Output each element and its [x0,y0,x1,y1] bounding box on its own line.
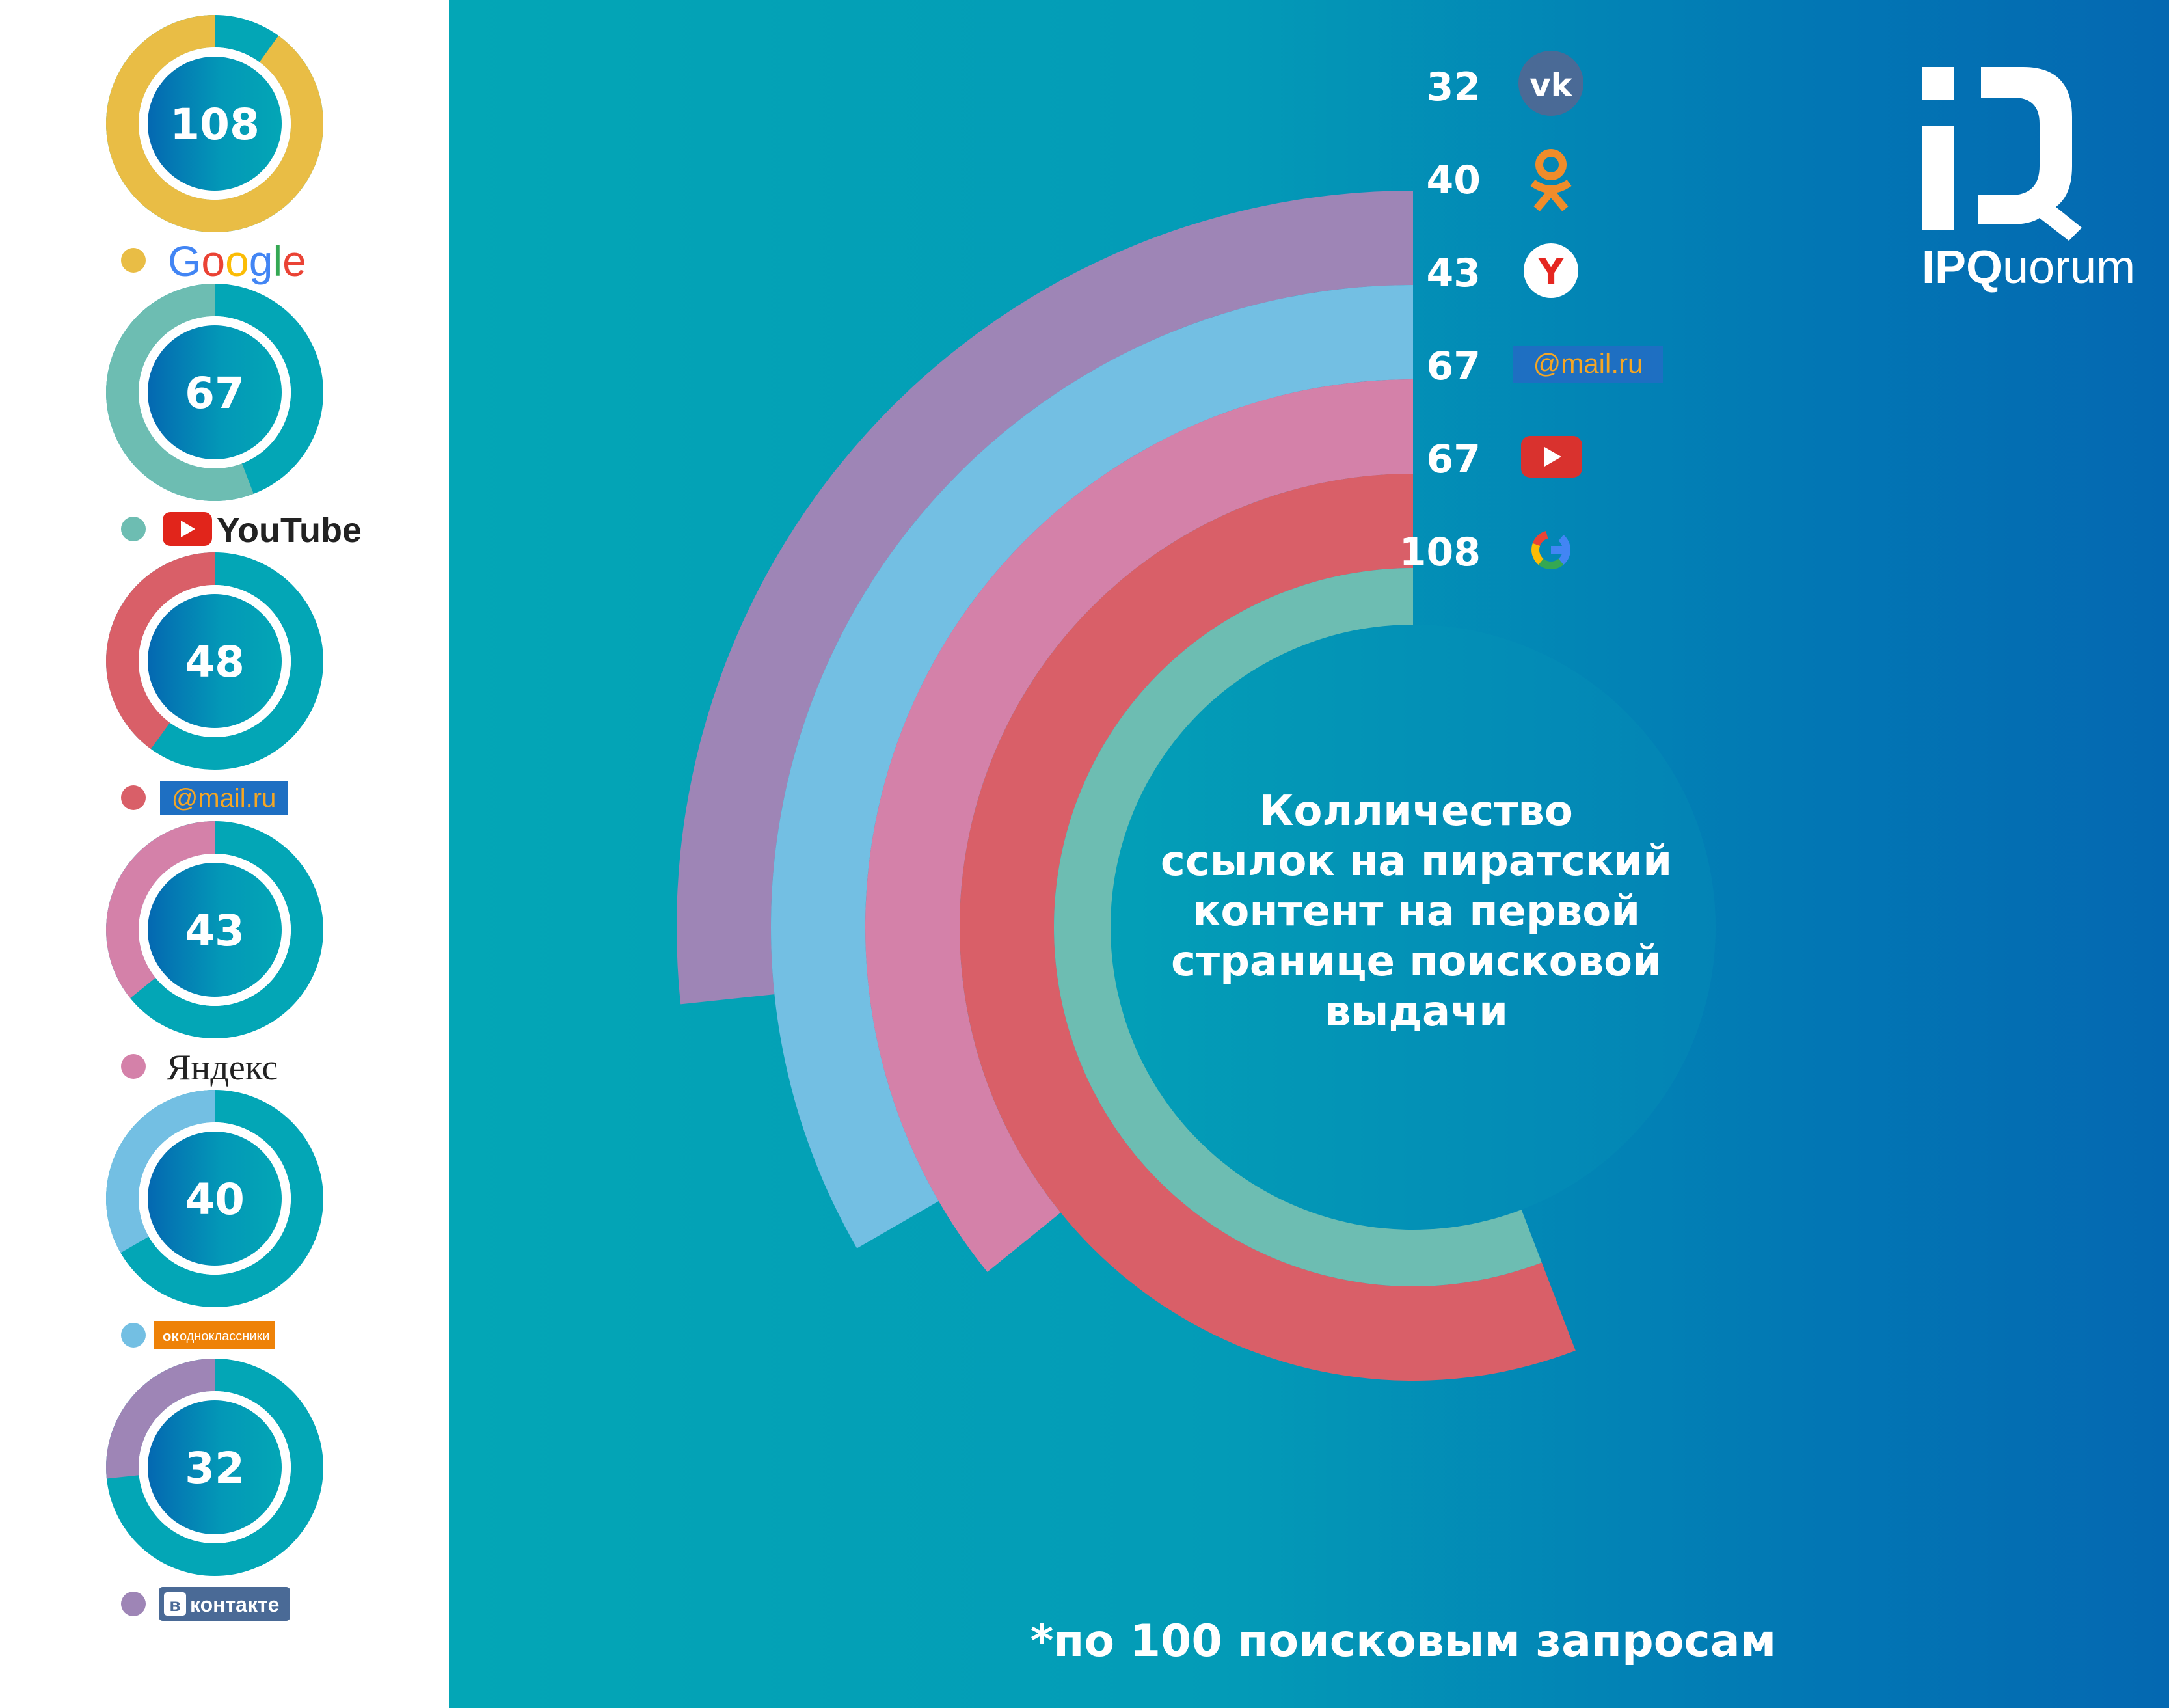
youtube-icon [1521,436,1582,478]
svg-text:Google: Google [168,237,306,285]
donut-center [148,863,282,997]
svg-text:контакте: контакте [190,1593,279,1616]
chart-center-disc [1111,625,1716,1230]
logo-bar [1922,126,1954,230]
donut-odnoklassniki: 40 ок одноклассники [106,1090,323,1349]
logo-wordmark-bold: IPQ [1922,241,2002,293]
value-label: 32 [1427,64,1481,110]
donut-value: 32 [185,1443,245,1493]
radial-bar-ok [771,285,1413,1249]
legend-swatch [121,1054,146,1079]
donut-value: 40 [185,1174,245,1225]
donut-center [148,594,282,728]
svg-text:@mail.ru: @mail.ru [1533,348,1643,379]
donut-yandex: 43 Яндекс [106,821,323,1088]
value-labels: 32 vk 40 43 Y 67 @mail.ru 67 108 [1399,51,1663,575]
donut-vkontakte: 32 в контакте [105,1359,323,1621]
svg-text:одноклассники: одноклассники [180,1329,269,1344]
sidebar-legend: 108 Google 67 YouTube 48 @mail.ru 43 Яндекс 40 ок… [0,0,449,1708]
donut-value: 48 [185,637,245,687]
donut-segment [106,15,324,232]
google-icon [1531,531,1570,569]
chart-title-line-4: странице поисковой [1171,938,1662,986]
donut-value: 67 [185,368,245,418]
yandex-icon: Y [1524,243,1578,298]
legend-swatch [121,248,146,273]
radial-bar-yandex [865,379,1413,1272]
value-label: 67 [1427,344,1481,389]
donut-center [148,1132,282,1266]
donut-segment [106,284,254,501]
sidebar-donuts: 108 Google 67 YouTube 48 @mail.ru 43 Яндекс 40 ок… [105,15,362,1621]
svg-text:ок: ок [163,1328,179,1344]
radial-bar-chart: IPQuorum Колличество ссылок на пиратский… [677,51,2135,1667]
chart-title-line-3: контент на первой [1192,888,1640,936]
yandex-logo: Яндекс [167,1048,278,1088]
value-label: 108 [1399,530,1481,575]
donut-segment [106,821,215,999]
donut-center [148,325,282,459]
donut-segment [106,1090,215,1253]
value-label: 40 [1427,157,1481,203]
logo-q-shape [1978,67,2082,241]
donut-segment [105,1359,215,1479]
youtube-logo: YouTube [163,511,362,550]
ipquorum-logo: IPQuorum [1922,67,2135,293]
svg-text:vk: vk [1529,66,1574,104]
radial-bar-mailru [959,474,1576,1381]
mailru-logo: @mail.ru [160,781,288,815]
legend-swatch [121,1323,146,1348]
value-label: 67 [1427,437,1481,482]
donut-value: 108 [170,100,260,150]
radial-bar-vk [677,191,1413,1005]
svg-text:в: в [169,1595,180,1615]
donut-mail: 48 @mail.ru [106,552,323,815]
chart-title-line-2: ссылок на пиратский [1161,837,1672,886]
ok-icon [1530,149,1572,211]
donut-center [148,1400,282,1534]
logo-dot [1922,67,1954,100]
legend-swatch [121,517,146,541]
svg-text:YouTube: YouTube [217,511,362,550]
chart-title-line-1: Колличество [1260,787,1573,835]
logo-wordmark: IPQuorum [1922,241,2135,293]
main-panel: IPQuorum Колличество ссылок на пиратский… [449,0,2169,1708]
svg-text:Y: Y [1537,251,1564,292]
donut-segment [106,552,215,750]
svg-text:@mail.ru: @mail.ru [172,784,276,813]
legend-swatch [121,785,146,810]
mailru-icon: @mail.ru [1513,346,1663,383]
donut-youtube: 67 YouTube [106,284,362,550]
legend-swatch [121,1592,146,1616]
logo-wordmark-light: uorum [2002,241,2135,293]
vk-icon: vk [1518,51,1583,116]
ok-logo: ок одноклассники [154,1321,275,1349]
chart-title: Колличество ссылок на пиратский контент … [1161,787,1672,1036]
chart-title-line-5: выдачи [1325,988,1508,1036]
donut-center [148,57,282,191]
footnote: *по 100 поисковым запросам [1031,1616,1776,1667]
value-label: 43 [1427,251,1481,296]
google-logo: Google [168,237,306,285]
donut-value: 43 [185,906,245,956]
vk-logo: в контакте [159,1587,290,1621]
svg-text:Яндекс: Яндекс [167,1048,278,1088]
donut-google: 108 Google [106,15,324,285]
